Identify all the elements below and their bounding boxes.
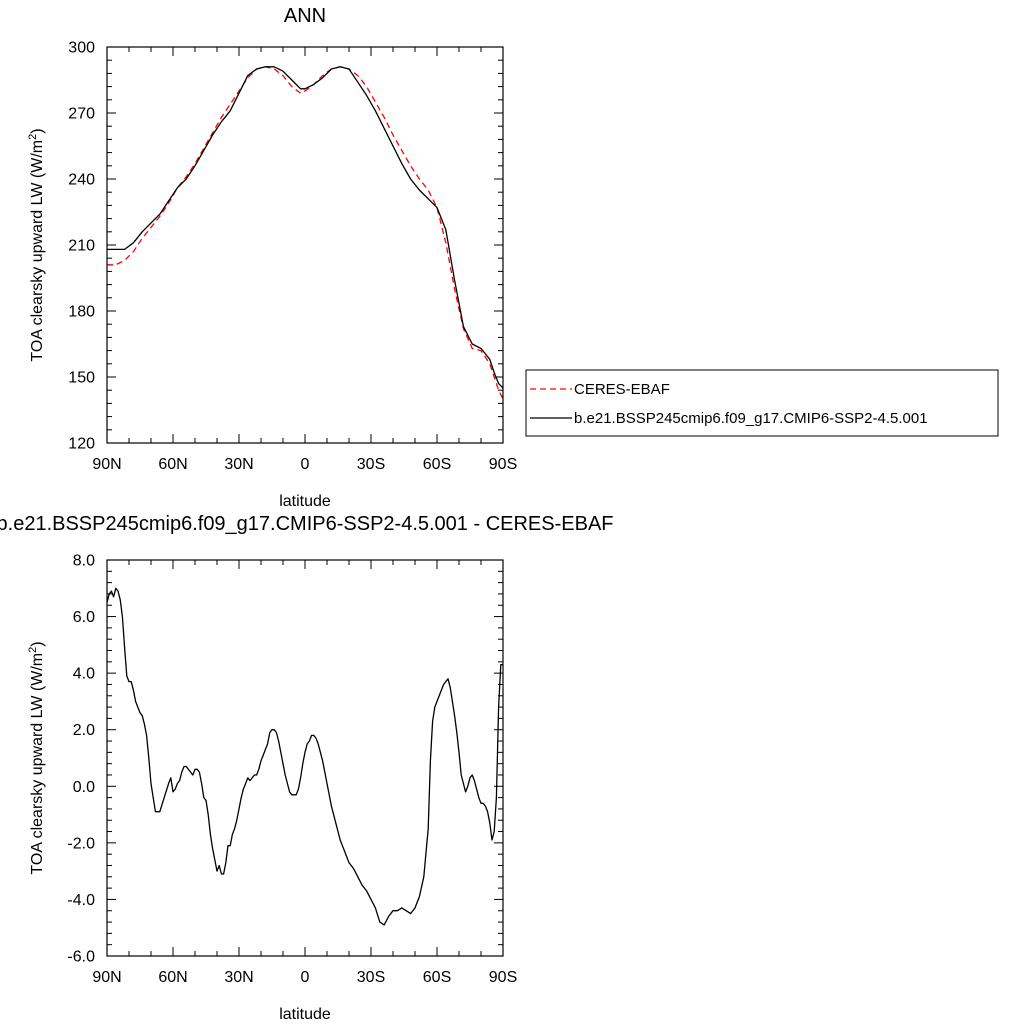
plot-frame — [106, 559, 504, 957]
series-line-model — [107, 66, 504, 389]
plot-frame — [106, 46, 504, 444]
x-tick-label: 30N — [224, 456, 253, 473]
x-tick-label: 0 — [301, 969, 310, 986]
x-tick-label: 90N — [92, 456, 121, 473]
legend: CERES-EBAF b.e21.BSSP245cmip6.f09_g17.CM… — [525, 369, 999, 437]
axis-ticks: 90N 60N 30N 0 30S 60S 90S 120 150 180 210 240 270 300 — [68, 40, 517, 474]
y-tick-label: 2.0 — [73, 722, 95, 739]
y-tick-label: 240 — [68, 172, 95, 189]
y-tick-label: 8.0 — [73, 553, 95, 570]
y-tick-label: 120 — [68, 436, 95, 453]
legend-box — [525, 369, 999, 437]
x-tick-label: 60N — [158, 456, 187, 473]
axis-ticks: 90N 60N 30N 0 30S 60S 90S -6.0 -4.0 -2.0 0.0 2.0 4.0… — [67, 553, 517, 987]
x-tick-label: 60N — [158, 969, 187, 986]
x-tick-label: 90N — [92, 969, 121, 986]
y-tick-label: 6.0 — [73, 609, 95, 626]
y-axis-label: TOA clearsky upward LW (W/m2) — [27, 128, 46, 361]
x-tick-label: 30S — [357, 969, 385, 986]
y-tick-label: 270 — [68, 106, 95, 123]
y-tick-label: -6.0 — [67, 949, 95, 966]
difference-chart-title: b.e21.BSSP245cmip6.f09_g17.CMIP6-SSP2-4.… — [0, 513, 613, 535]
series-line-ceres-ebaf — [107, 66, 504, 400]
y-tick-label: 4.0 — [73, 666, 95, 683]
x-tick-label: 0 — [301, 456, 310, 473]
y-tick-label: 300 — [68, 40, 95, 57]
x-axis-label: latitude — [279, 493, 331, 510]
y-tick-label: 180 — [68, 304, 95, 321]
x-tick-label: 30N — [224, 969, 253, 986]
x-tick-label: 60S — [423, 969, 451, 986]
chart-title: ANN — [284, 5, 326, 27]
legend-label-model: b.e21.BSSP245cmip6.f09_g17.CMIP6-SSP2-4.… — [574, 410, 928, 427]
series-group — [107, 66, 504, 400]
y-tick-label: 150 — [68, 370, 95, 387]
y-tick-label: 210 — [68, 238, 95, 255]
x-axis-label: latitude — [279, 1006, 331, 1023]
x-tick-label: 60S — [423, 456, 451, 473]
legend-label-ceres: CERES-EBAF — [574, 381, 670, 398]
x-tick-label: 90S — [489, 969, 517, 986]
y-tick-label: 0.0 — [73, 779, 95, 796]
series-line-difference — [106, 587, 503, 926]
x-tick-label: 90S — [489, 456, 517, 473]
difference-chart: b.e21.BSSP245cmip6.f09_g17.CMIP6-SSP2-4.… — [0, 513, 613, 1023]
mean-chart: ANN 90N 60N 30N 0 30S 60S 90S 120 150 180 210 240 27… — [27, 5, 517, 510]
y-tick-label: -4.0 — [67, 892, 95, 909]
series-group — [106, 587, 503, 926]
y-tick-label: -2.0 — [67, 835, 95, 852]
x-tick-label: 30S — [357, 456, 385, 473]
y-axis-label: TOA clearsky upward LW (W/m2) — [27, 641, 46, 874]
